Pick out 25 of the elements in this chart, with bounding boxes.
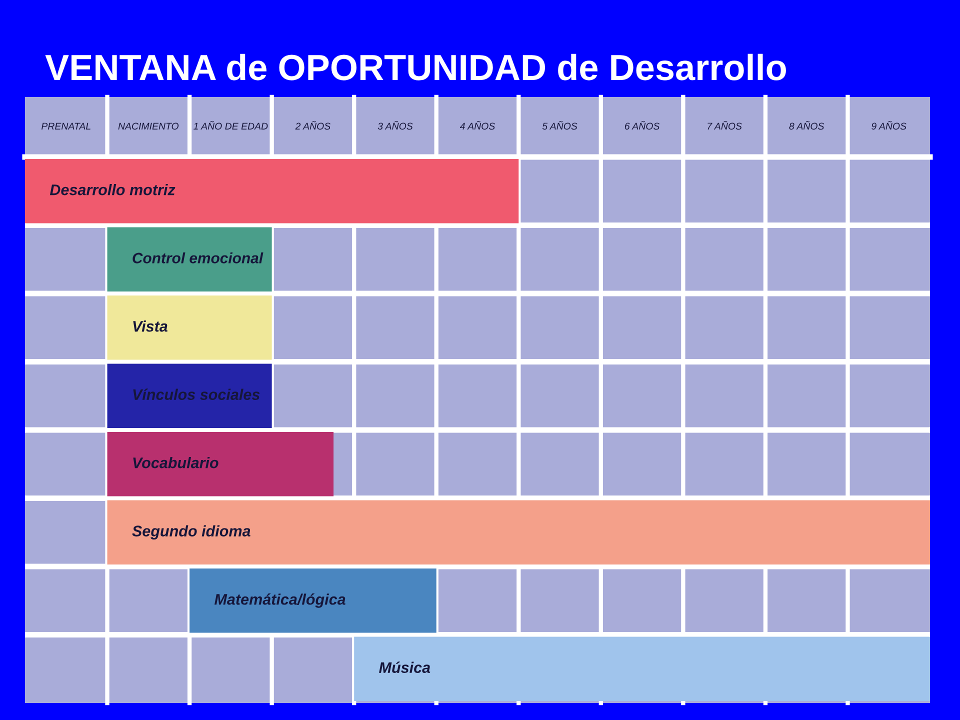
x-tick-label: 8 AÑOS (789, 120, 824, 130)
bar (190, 568, 436, 633)
x-tick-label: NACIMIENTO (118, 122, 179, 130)
x-tick-label: 1 AÑO DE EDAD (194, 120, 268, 130)
x-tick-label: 7 AÑOS (708, 120, 742, 130)
y-tick-label: Desarrollo motriz (50, 184, 176, 196)
x-tick-label: 2 AÑOS (295, 120, 330, 130)
bar (107, 227, 272, 292)
bar (107, 432, 334, 496)
x-tick-label: 5 AÑOS (542, 120, 578, 130)
x-tick-label: PRENATAL (41, 122, 90, 130)
y-tick-label: Vocabulario (133, 457, 218, 468)
y-tick-label: Música (379, 662, 430, 673)
x-tick-label: 4 AÑOS (460, 120, 496, 130)
y-tick-label: Vista (133, 320, 168, 332)
chart-title: VENTANA de OPORTUNIDAD de Desarrollo (45, 54, 786, 80)
y-tick-label: Matemática/lógica (214, 593, 346, 608)
y-tick-label: Segundo idioma (132, 525, 250, 540)
x-tick-label: 9 AÑOS (872, 120, 906, 130)
bar (107, 296, 272, 360)
y-tick-label: Control emocional (132, 252, 264, 264)
x-tick-label: 6 AÑOS (624, 120, 660, 130)
bar (107, 364, 272, 428)
y-tick-label: Vínculos sociales (133, 388, 260, 400)
x-tick-label: 3 AÑOS (378, 120, 413, 130)
